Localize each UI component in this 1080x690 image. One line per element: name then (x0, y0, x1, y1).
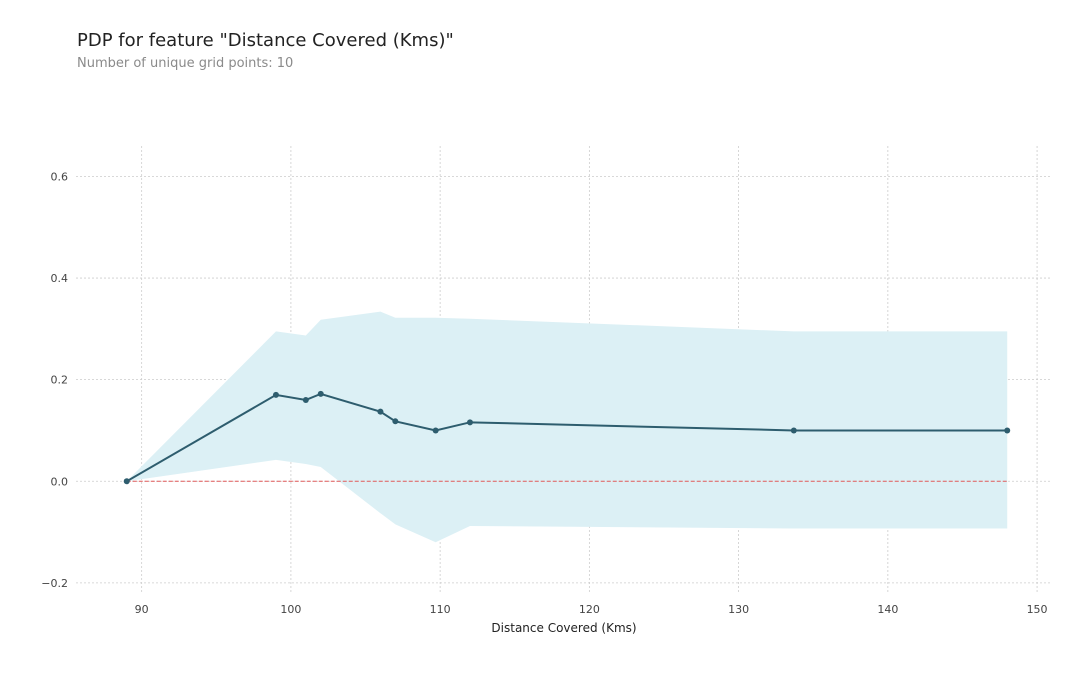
y-tick-label: 0.4 (51, 272, 69, 285)
data-point (790, 427, 797, 434)
data-point (272, 391, 279, 398)
x-tick-label: 140 (877, 603, 898, 616)
chart-title: PDP for feature "Distance Covered (Kms)" (77, 30, 454, 51)
data-point (466, 419, 473, 426)
y-tick-label: 0.0 (51, 475, 69, 488)
data-point (123, 478, 130, 485)
data-point (1004, 427, 1011, 434)
chart-subtitle: Number of unique grid points: 10 (77, 56, 294, 71)
confidence-band-layer (126, 311, 1008, 543)
data-point (317, 390, 324, 397)
x-tick-label: 100 (280, 603, 301, 616)
x-tick-label: 90 (135, 603, 149, 616)
x-tick-label: 150 (1027, 603, 1048, 616)
x-axis-label: Distance Covered (Kms) (491, 621, 636, 635)
x-tick-label: 130 (728, 603, 749, 616)
tick-label-layer: 90 100 110 120 130 140 150 −0.2 0.0 0.2 0.4 0.6 (41, 170, 1047, 616)
x-tick-label: 120 (579, 603, 600, 616)
y-tick-label: −0.2 (41, 577, 68, 590)
data-point (392, 418, 399, 425)
confidence-band (126, 311, 1008, 543)
series-line-layer (123, 390, 1011, 485)
data-point (432, 427, 439, 434)
data-point (302, 396, 309, 403)
y-tick-label: 0.6 (51, 170, 69, 183)
data-point (377, 408, 384, 415)
series-line (126, 392, 1008, 483)
x-tick-label: 110 (430, 603, 451, 616)
y-tick-label: 0.2 (51, 374, 69, 387)
